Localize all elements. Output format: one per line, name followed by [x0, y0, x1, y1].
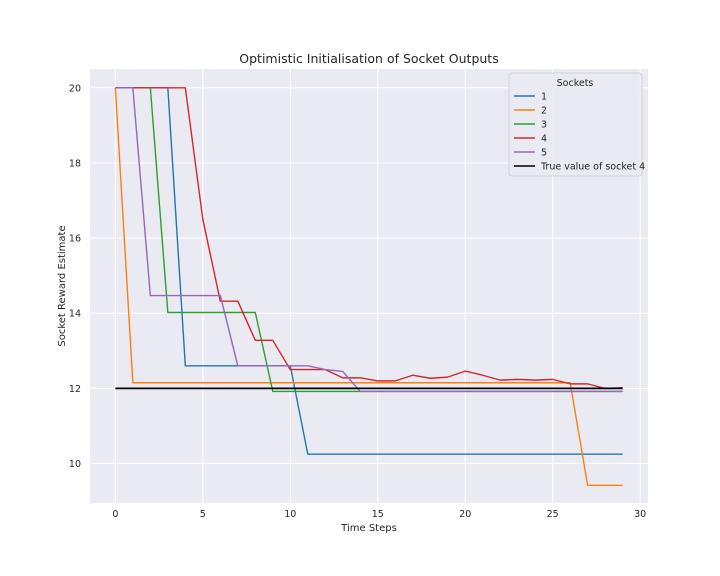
y-tick-label: 16: [69, 234, 81, 245]
series-line-4: [115, 87, 623, 390]
legend-label-4: 4: [541, 134, 547, 145]
x-tick-label: 10: [284, 509, 296, 520]
legend-box: [508, 72, 643, 177]
legend-title: Sockets: [557, 78, 594, 89]
y-tick-label: 14: [69, 309, 81, 320]
y-tick-labels: 10 12 14 16 18 20: [69, 83, 81, 470]
chart-title: Optimistic Initialisation of Socket Outp…: [239, 51, 498, 66]
legend-label-5: 5: [541, 148, 547, 159]
series-line-2: [114, 87, 623, 487]
series-line-1: [115, 87, 623, 455]
series-lines: [114, 87, 623, 487]
legend: Sockets 1 2 3 4 5 True value of socket 4: [508, 72, 645, 177]
y-tick-label: 12: [69, 384, 81, 395]
legend-label-2: 2: [541, 106, 547, 117]
series-line-5: [115, 87, 623, 393]
x-tick-label: 25: [547, 509, 559, 520]
x-tick-labels: 0 5 10 15 20 25 30: [112, 509, 646, 520]
legend-label-3: 3: [541, 120, 547, 131]
y-axis-label: Socket Reward Estimate: [57, 225, 68, 346]
y-tick-label: 18: [69, 158, 81, 169]
x-tick-label: 30: [634, 509, 646, 520]
legend-label-6: True value of socket 4: [540, 162, 645, 173]
y-tick-label: 10: [69, 459, 81, 470]
y-tick-label: 20: [69, 83, 81, 94]
x-tick-label: 20: [459, 509, 471, 520]
x-tick-label: 5: [200, 509, 206, 520]
legend-label-1: 1: [541, 92, 547, 103]
x-tick-label: 15: [372, 509, 384, 520]
x-axis-label: Time Steps: [340, 523, 397, 534]
x-tick-label: 0: [112, 509, 118, 520]
